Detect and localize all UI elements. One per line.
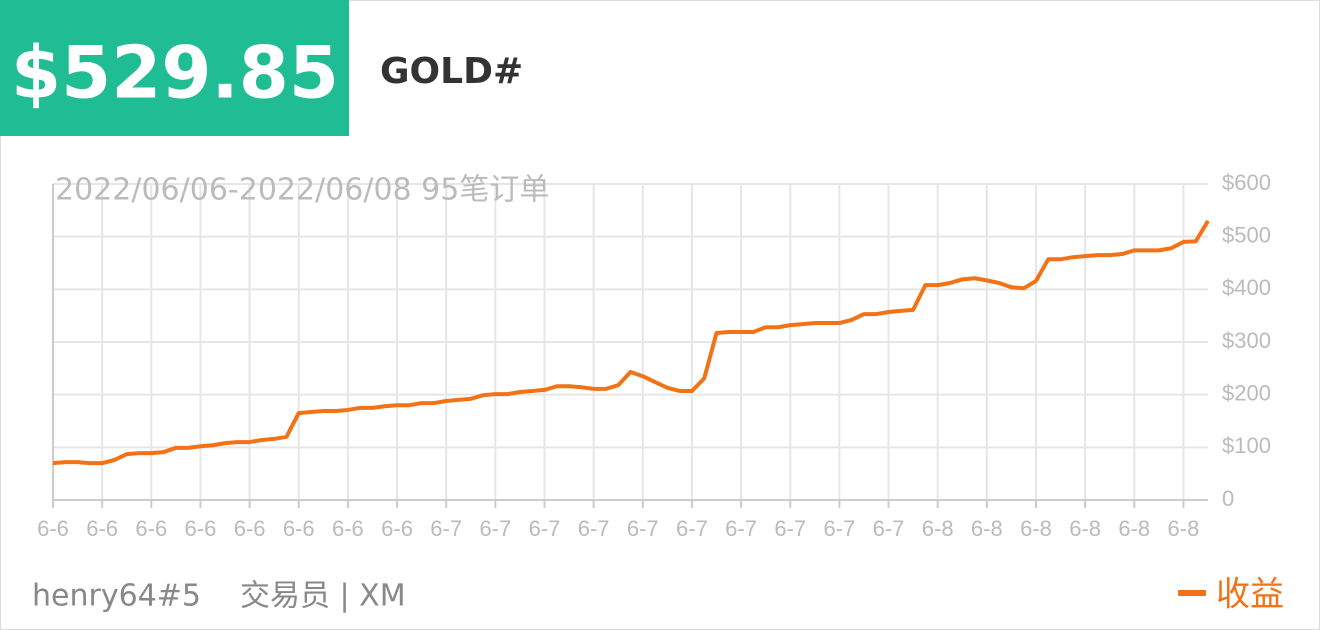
x-tick-label: 6-8: [1118, 516, 1150, 541]
y-tick-label: $500: [1222, 222, 1271, 247]
x-tick-label: 6-7: [873, 516, 905, 541]
legend-label: 收益: [1216, 575, 1284, 615]
x-tick-label: 6-6: [37, 516, 69, 541]
x-tick-label: 6-6: [332, 516, 364, 541]
x-tick-label: 6-7: [676, 516, 708, 541]
plot: 0 $100 $200 $300 $400 $500 $600 6-6 6-6 6-6 6-6 6-6…: [37, 170, 1271, 541]
y-tick-label: $300: [1222, 328, 1271, 353]
x-tick-label: 6-6: [234, 516, 266, 541]
x-tick-label: 6-7: [725, 516, 757, 541]
x-tick-label: 6-8: [1069, 516, 1101, 541]
y-tick-label: $400: [1222, 275, 1271, 300]
trader: henry64#5: [32, 579, 201, 614]
y-tick-label: $600: [1222, 170, 1271, 195]
price-box: [0, 0, 349, 136]
x-tick-label: 6-8: [1020, 516, 1052, 541]
y-tick-label: $100: [1222, 433, 1271, 458]
x-tick-label: 6-8: [1168, 516, 1200, 541]
x-tick-label: 6-6: [283, 516, 315, 541]
x-tick-label: 6-8: [971, 516, 1003, 541]
x-tick-label: 6-6: [381, 516, 413, 541]
x-tick-label: 6-6: [135, 516, 167, 541]
subtitle: 2022/06/06-2022/06/08 95笔订单: [55, 173, 549, 208]
line-series: [52, 219, 1210, 466]
x-tick-label: 6-7: [627, 516, 659, 541]
x-tick-label: 6-6: [185, 516, 217, 541]
role: 交易员 | XM: [240, 579, 406, 614]
y-tick-label: 0: [1222, 486, 1234, 511]
x-tick-label: 6-7: [529, 516, 561, 541]
x-tick-label: 6-7: [430, 516, 462, 541]
x-tick-label: 6-7: [578, 516, 610, 541]
price: $529.85: [11, 31, 339, 115]
y-tick-label: $200: [1222, 380, 1271, 405]
x-tick-label: 6-6: [86, 516, 118, 541]
x-tick-label: 6-7: [823, 516, 855, 541]
x-tick-label: 6-8: [922, 516, 954, 541]
x-tick-label: 6-7: [774, 516, 806, 541]
symbol: GOLD#: [380, 51, 523, 92]
x-tick-label: 6-7: [479, 516, 511, 541]
